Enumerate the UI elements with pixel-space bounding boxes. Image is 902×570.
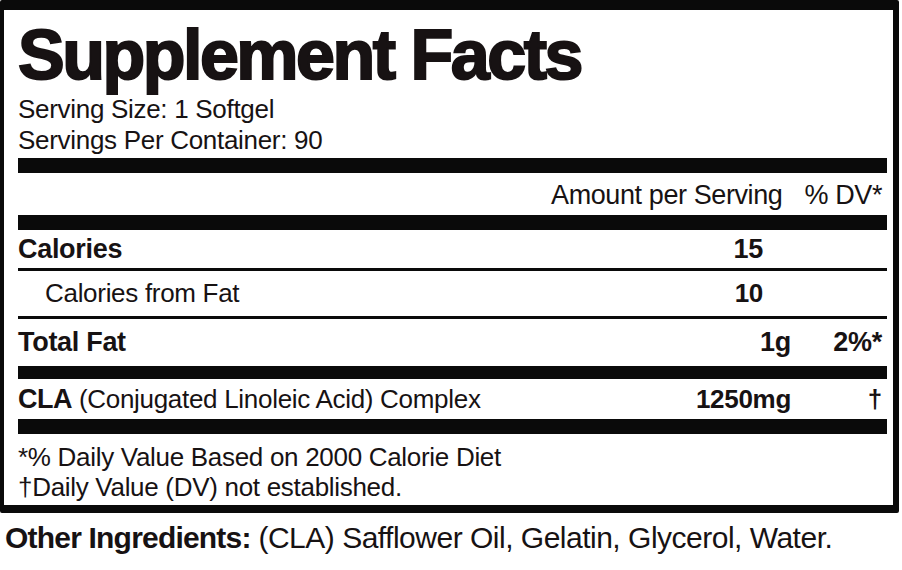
nutrient-row-cla-complex: CLA (Conjugated Linoleic Acid) Complex 1… <box>18 379 887 419</box>
nutrient-row-calories: Calories 15 <box>18 230 887 268</box>
thick-divider-mid <box>18 366 887 379</box>
nutrient-amount: 15 <box>621 234 791 265</box>
serving-size: Serving Size: 1 Softgel <box>18 94 887 125</box>
nutrient-dv: † <box>791 384 887 415</box>
nutrient-amount: 1g <box>621 327 791 358</box>
nutrient-row-calories-from-fat: Calories from Fat 10 <box>18 271 887 316</box>
other-ingredients: Other Ingredients: (CLA) Safflower Oil, … <box>5 519 895 556</box>
nutrient-label: Total Fat <box>18 327 621 358</box>
column-header-row: Amount per Serving % DV* <box>18 173 887 215</box>
amount-column-header: Amount per Serving <box>551 180 782 211</box>
other-ingredients-text: (CLA) Safflower Oil, Gelatin, Glycerol, … <box>251 521 833 554</box>
footnote-dv-not-established: †Daily Value (DV) not established. <box>18 472 887 502</box>
thick-divider-top <box>18 158 887 173</box>
thick-divider-bottom <box>18 419 887 434</box>
serving-info: Serving Size: 1 Softgel Servings Per Con… <box>18 94 887 156</box>
nutrient-dv: 2%* <box>791 327 887 358</box>
footnote-daily-value: *% Daily Value Based on 2000 Calorie Die… <box>18 442 887 472</box>
nutrient-amount: 1250mg <box>621 384 791 415</box>
nutrient-label-strong: CLA <box>18 384 72 414</box>
nutrient-amount: 10 <box>621 278 791 309</box>
supplement-facts-panel: Supplement Facts Serving Size: 1 Softgel… <box>0 0 899 513</box>
nutrient-label: CLA (Conjugated Linoleic Acid) Complex <box>18 384 621 415</box>
footnotes: *% Daily Value Based on 2000 Calorie Die… <box>18 434 887 502</box>
label-image: Supplement Facts Serving Size: 1 Softgel… <box>0 0 902 570</box>
dv-column-header: % DV* <box>804 180 887 211</box>
nutrient-label: Calories from Fat <box>18 278 621 309</box>
nutrient-label: Calories <box>18 234 621 265</box>
panel-title: Supplement Facts <box>18 16 887 94</box>
nutrient-row-total-fat: Total Fat 1g 2%* <box>18 319 887 366</box>
thick-divider-header <box>18 215 887 230</box>
other-ingredients-label: Other Ingredients: <box>5 521 251 554</box>
servings-per-container: Servings Per Container: 90 <box>18 125 887 156</box>
nutrient-label-rest: (Conjugated Linoleic Acid) Complex <box>72 384 481 414</box>
